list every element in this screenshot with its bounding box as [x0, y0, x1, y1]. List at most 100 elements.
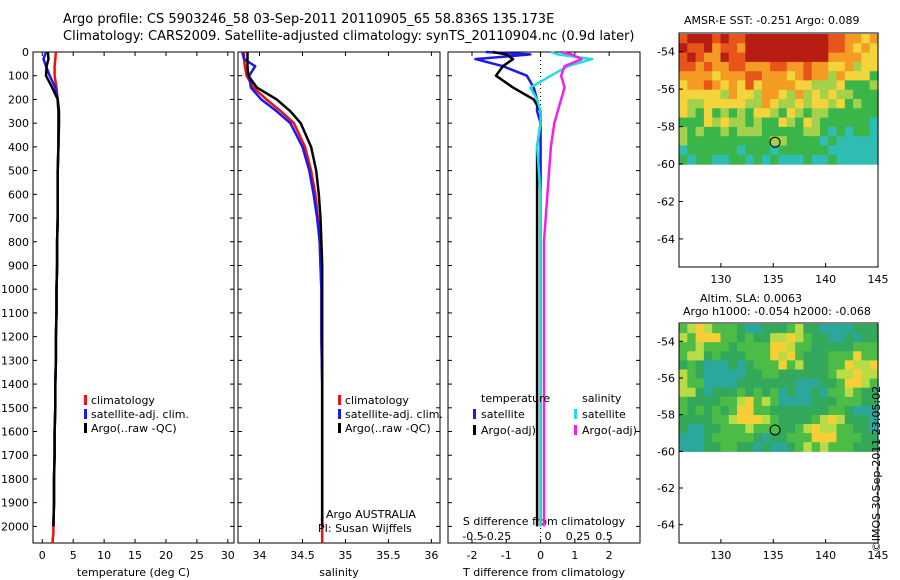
map_sla-cell [687, 360, 697, 371]
map_sla-cell [786, 415, 796, 425]
map_sst-cell [853, 145, 862, 156]
map_sst-cell [753, 80, 763, 91]
map_sla-lat-tick-label: -54 [657, 335, 675, 348]
map_sst-cell [761, 61, 771, 72]
map_sst-cell [695, 99, 705, 109]
map_sst-cell [869, 34, 879, 44]
map_sla-lon-tick-label: 135 [763, 549, 784, 562]
map_sla-cell [761, 342, 771, 352]
map_sla-cell [811, 396, 821, 407]
map_sla-cell [803, 324, 813, 334]
map_sst-cell [861, 99, 871, 109]
map_sla-cell [811, 360, 821, 371]
map_sst-cell [703, 99, 713, 109]
map_sla-cell [803, 369, 813, 380]
map_sst-cell [687, 126, 697, 137]
map_sst-cell [778, 43, 788, 54]
map_sla-cell [737, 324, 746, 334]
map_sla-cell [795, 360, 804, 371]
map_sst-cell [811, 34, 821, 44]
salinity-x-tick-label: 35.5 [376, 549, 401, 562]
map_sla-cell [679, 396, 688, 407]
map_sla-cell [753, 433, 763, 443]
map_sla-cell [712, 378, 722, 389]
map_sla-cell [720, 342, 730, 352]
map_sst-cell [828, 34, 838, 44]
map_sst-cell [745, 80, 755, 91]
map_sst-cell [803, 43, 813, 54]
map_sst-cell [803, 154, 813, 165]
map_sla-cell [844, 442, 854, 452]
map_sla-cell [778, 433, 788, 443]
map_sst-cell [786, 154, 796, 165]
map_sla-argo-marker [769, 424, 781, 436]
map_sst-cell [786, 145, 796, 156]
map_sla-cell [836, 369, 846, 380]
map_sst-cell [853, 80, 862, 91]
map_sla-cell [745, 387, 755, 398]
depth-tick-label: 800 [8, 236, 29, 249]
salinity-x-label: salinity [319, 566, 359, 579]
map_sla-cell [820, 387, 829, 398]
map_sst-cell [820, 108, 829, 119]
map_sla-cell [869, 442, 879, 452]
map_sst-cell [778, 136, 788, 147]
map_sla-cell [820, 324, 829, 334]
map_sla-cell [820, 351, 829, 361]
map_sla-cell [737, 333, 746, 343]
map_sla-cell [679, 369, 688, 380]
map_sst-cell [811, 99, 821, 109]
map_sla-cell [820, 369, 829, 380]
map_sla-cell [737, 442, 746, 452]
map_sst-cell [737, 43, 746, 54]
differences-legend-swatch [574, 425, 577, 435]
depth-tick-label: 1800 [1, 473, 29, 486]
map_sst-cell [712, 34, 722, 44]
map_sst-cell [720, 34, 730, 44]
map_sla-cell [745, 324, 755, 334]
map_sla-cell [828, 396, 838, 407]
salinity-x-tick-label: 34 [252, 549, 266, 562]
map_sla-cell [803, 396, 813, 407]
map_sla-cell [803, 442, 813, 452]
map-sla-subtitle: Argo h1000: -0.054 h2000: -0.068 [683, 305, 871, 318]
map_sla-cell [703, 424, 713, 434]
map_sla-cell [861, 342, 871, 352]
map_sla-cell [861, 405, 871, 416]
map_sla-cell [828, 405, 838, 416]
map_sla-cell [761, 369, 771, 380]
map_sst-cell [811, 61, 821, 72]
differences-x-tick-label: 2 [606, 549, 613, 562]
map_sst-field [679, 34, 879, 165]
map_sla-cell [712, 442, 722, 452]
map_sst-cell [828, 52, 838, 63]
temperature-x-tick-label: 10 [97, 549, 111, 562]
map_sla-cell [853, 387, 862, 398]
map_sla-cell [695, 405, 705, 416]
map_sla-cell [753, 405, 763, 416]
differences-s-tick-label: 0 [545, 530, 552, 543]
map_sla-cell [703, 415, 713, 425]
map_sla-cell [737, 342, 746, 352]
map_sst-cell [712, 108, 722, 119]
map_sla-cell [861, 360, 871, 371]
map_sst-cell [795, 80, 804, 91]
map_sst-cell [836, 99, 846, 109]
map_sst-cell [869, 80, 879, 91]
map_sla-cell [728, 342, 738, 352]
map_sst-cell [869, 108, 879, 119]
map_sla-cell [745, 433, 755, 443]
map_sst-lat-tick-label: -54 [657, 46, 675, 59]
map_sst-cell [695, 145, 705, 156]
map_sst-cell [811, 154, 821, 165]
map_sla-cell [745, 369, 755, 380]
map_sst-lon-tick-label: 145 [868, 273, 889, 286]
temperature-x-label: temperature (deg C) [77, 566, 190, 579]
map_sla-cell [720, 424, 730, 434]
map_sst-cell [844, 89, 854, 100]
differences-s-tick-label: 0.5 [595, 530, 613, 543]
differences-s-tick-label: 0.25 [566, 530, 591, 543]
map_sst-cell [795, 43, 804, 54]
map_sst-cell [836, 52, 846, 63]
map_sla-cell [853, 433, 862, 443]
